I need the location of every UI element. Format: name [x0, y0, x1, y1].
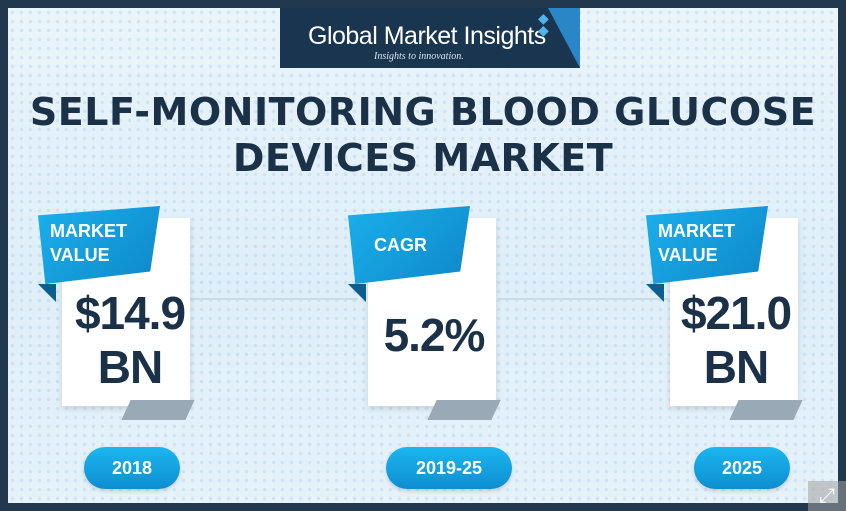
expand-icon[interactable]: ⤢ — [808, 481, 846, 511]
stat-ribbon — [348, 206, 470, 284]
ribbon-label-line-1: CAGR — [374, 235, 427, 255]
year-pill-2019-25: 2019-25 — [386, 447, 512, 489]
card-shadow — [121, 400, 195, 420]
stat-ribbon — [38, 206, 160, 284]
ribbon-label-line-2: VALUE — [50, 245, 110, 265]
year-pill-2018: 2018 — [84, 447, 180, 489]
connector-line-left — [188, 298, 358, 300]
ribbon-fold — [646, 284, 664, 302]
brand-name: Global Market Insights — [308, 22, 546, 50]
stat-value-line-2: BN — [703, 341, 769, 393]
page-title-line-2: DEVICES MARKET — [232, 136, 614, 180]
ribbon-label-line-1: MARKET — [658, 221, 735, 241]
year-pill-2025: 2025 — [694, 447, 790, 489]
stat-ribbon — [646, 206, 768, 284]
page-title-line-1: SELF-MONITORING BLOOD GLUCOSE — [29, 90, 817, 134]
ribbon-fold — [348, 284, 366, 302]
infographic-panel: Global Market Insights ◆ ◆ Insights to in… — [8, 8, 838, 503]
brand-tagline: Insights to innovation. — [374, 51, 464, 62]
stat-value-line-1: 5.2% — [383, 309, 486, 361]
logo-banner-accent — [548, 8, 580, 68]
stat-value-line-2: BN — [97, 341, 163, 393]
stat-value-line-1: $21.0 — [680, 287, 792, 339]
ribbon-label-line-2: VALUE — [658, 245, 718, 265]
logo-banner — [280, 8, 580, 68]
ribbon-label-line-1: MARKET — [50, 221, 127, 241]
card-shadow — [729, 400, 803, 420]
brand-diamond-icon: ◆ ◆ — [538, 10, 549, 38]
connector-line-right — [498, 298, 668, 300]
stat-value-line-1: $14.9 — [74, 287, 186, 339]
ribbon-fold — [38, 284, 56, 302]
card-shadow — [427, 400, 501, 420]
